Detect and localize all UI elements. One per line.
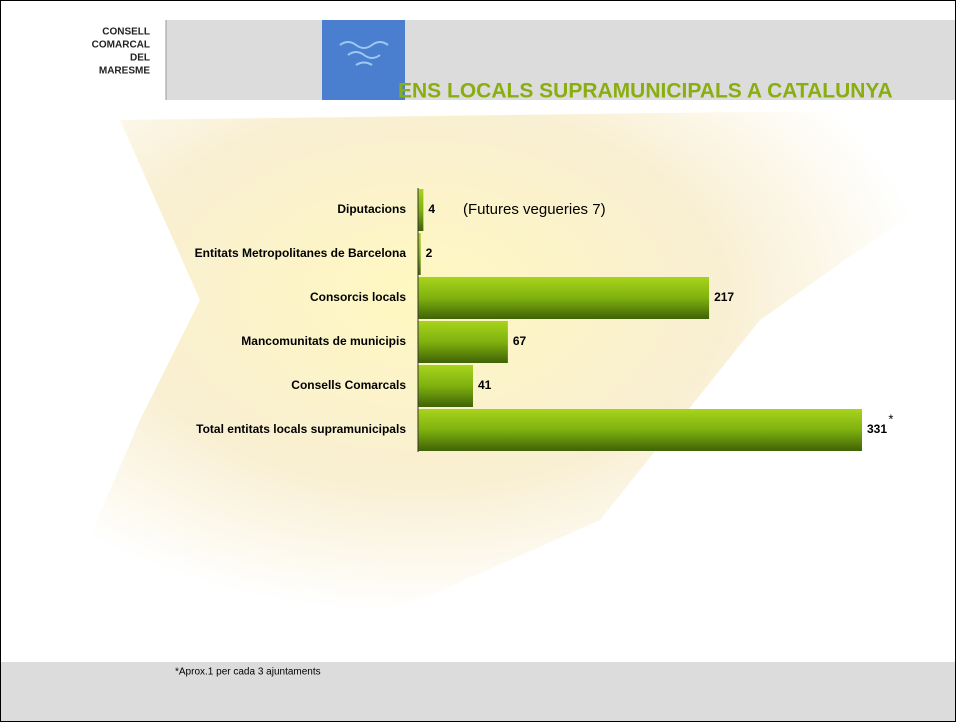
category-label: Mancomunitats de municipis xyxy=(241,334,406,348)
bar xyxy=(418,409,862,451)
category-label: Total entitats locals supramunicipals xyxy=(196,422,406,436)
bar xyxy=(418,233,421,275)
data-label: 67 xyxy=(513,334,527,348)
category-label: Consells Comarcals xyxy=(291,378,406,392)
category-label: Entitats Metropolitanes de Barcelona xyxy=(195,246,407,260)
map-decoration xyxy=(80,110,930,640)
data-label: 41 xyxy=(478,378,492,392)
annotation: * xyxy=(888,412,893,427)
logo-text: MARESME xyxy=(99,66,150,77)
logo-text: DEL xyxy=(130,53,150,64)
logo-text: CONSELL xyxy=(102,27,150,38)
header-band xyxy=(166,20,956,100)
category-label: Diputacions xyxy=(337,202,406,216)
annotation: (Futures vegueries 7) xyxy=(463,201,606,218)
chart-title: ENS LOCALS SUPRAMUNICIPALS A CATALUNYA xyxy=(398,80,893,103)
category-label: Consorcis locals xyxy=(310,290,406,304)
data-label: 331 xyxy=(867,422,887,436)
footer-band xyxy=(0,662,956,722)
data-label: 4 xyxy=(428,202,435,216)
footnote: *Aprox.1 per cada 3 ajuntaments xyxy=(175,667,321,678)
logo-waves xyxy=(339,41,389,66)
data-label: 2 xyxy=(426,246,433,260)
bar xyxy=(418,321,508,363)
logo-text: COMARCAL xyxy=(92,40,150,51)
bar xyxy=(418,365,473,407)
logo-square xyxy=(322,20,405,100)
bar xyxy=(418,277,710,319)
data-label: 217 xyxy=(714,290,734,304)
bar xyxy=(418,189,424,231)
